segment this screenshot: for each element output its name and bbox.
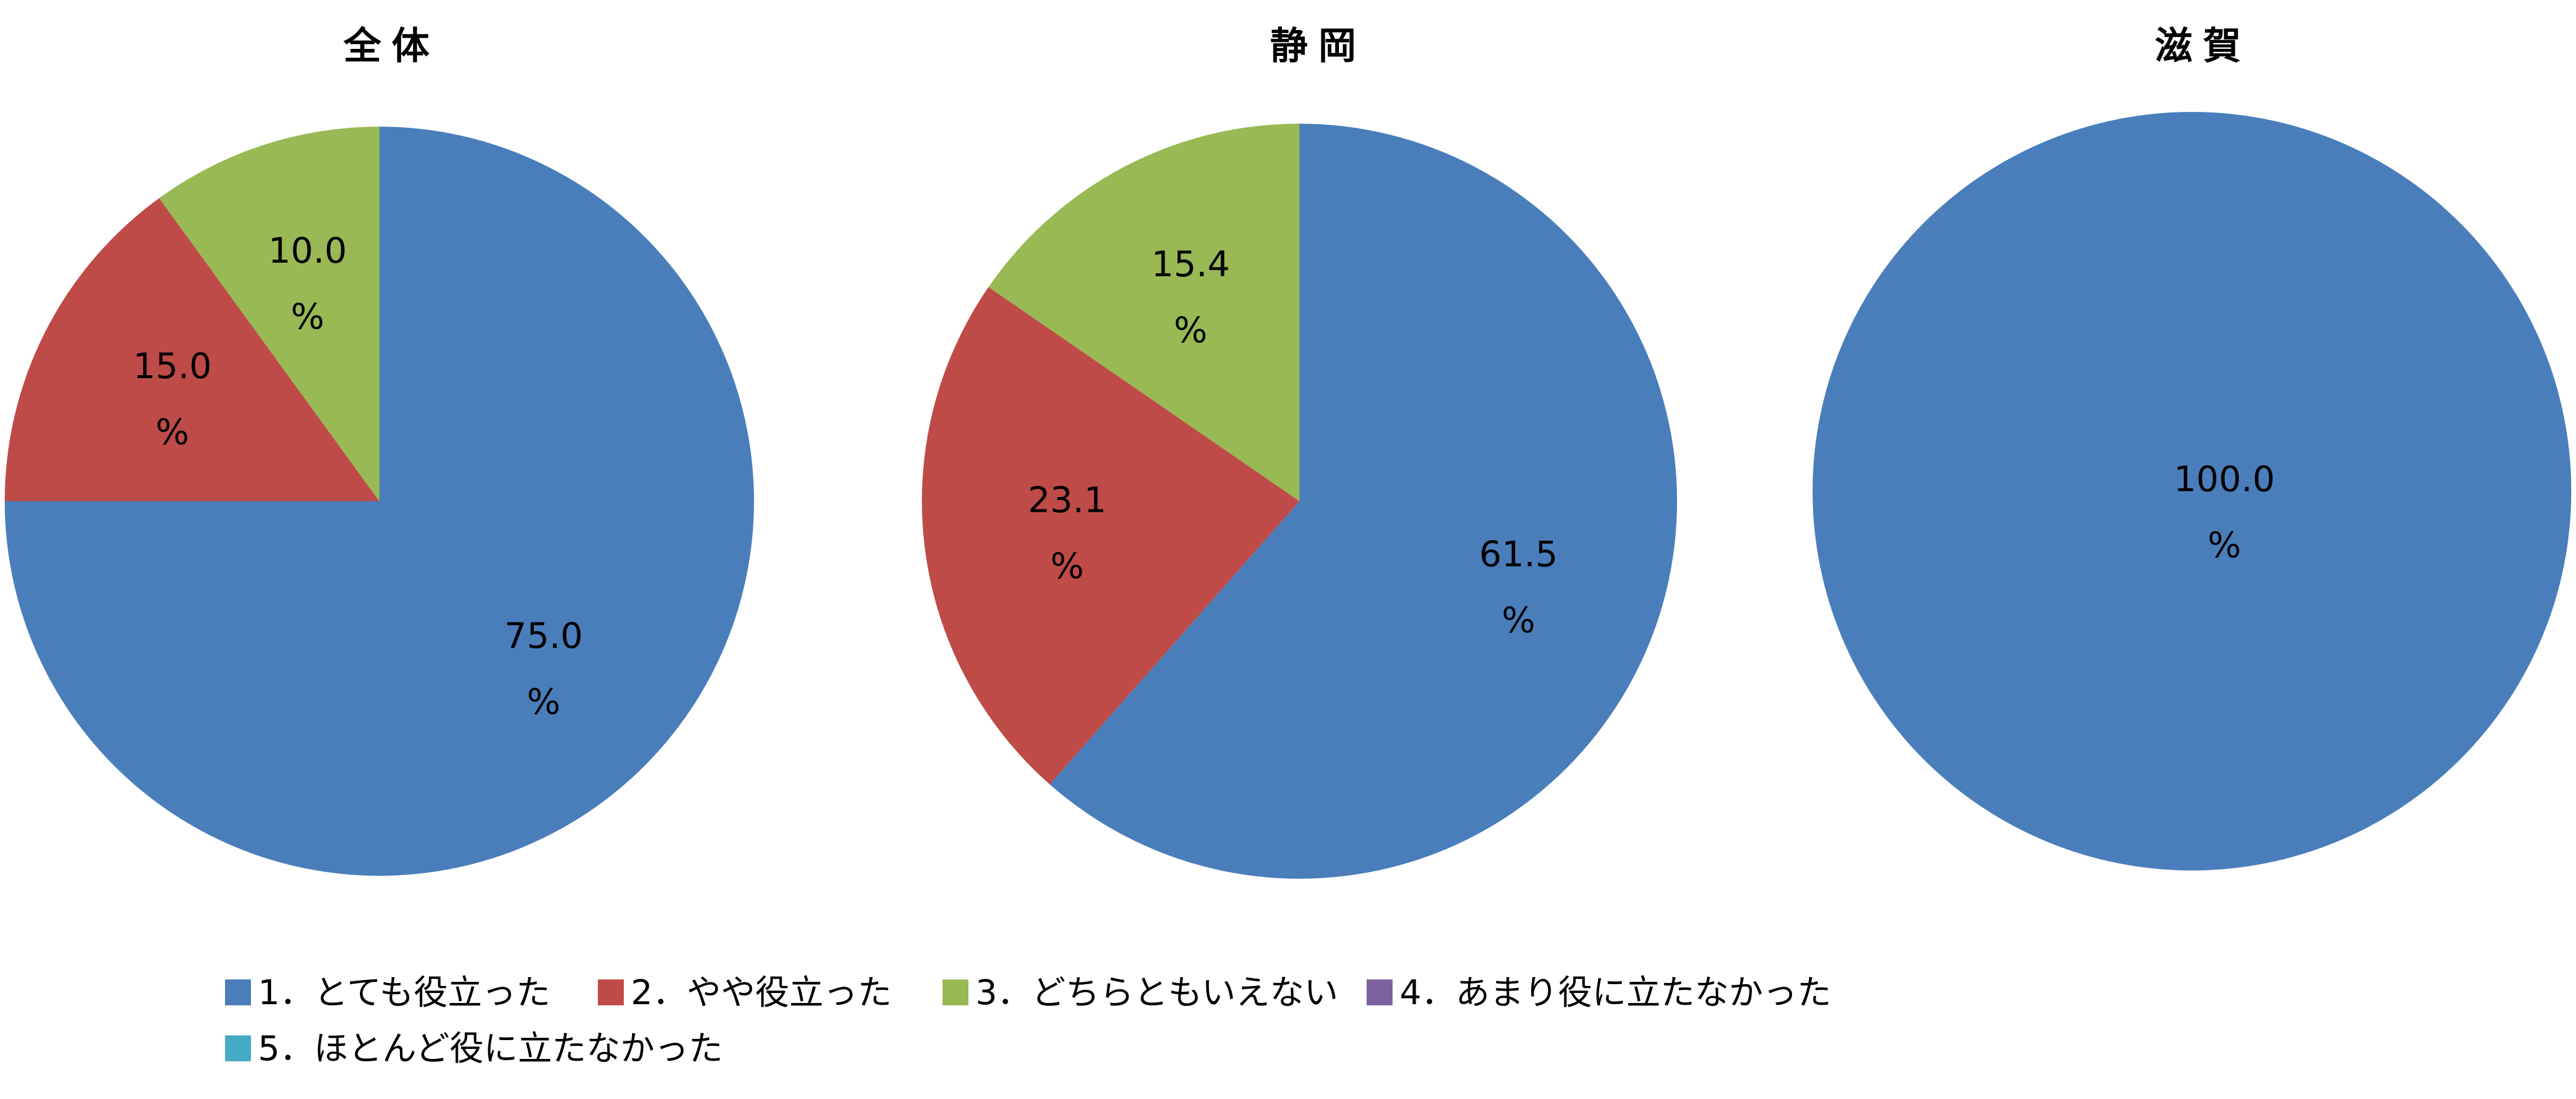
legend-label: 1．とても役立った [258,972,550,1012]
data-label: 23.1% [1028,480,1107,587]
pie-slice [5,198,379,501]
pie-slice [921,287,1299,784]
legend-swatch [943,979,968,1005]
pie-slice [1813,112,2571,870]
pie-slice [1050,124,1677,879]
legend-swatch [225,1035,251,1061]
legend-swatch [1367,979,1393,1005]
data-label: 15.4% [1151,244,1230,351]
data-label: 75.0% [504,615,583,723]
legend-swatch [225,979,251,1005]
data-label: 10.0% [268,230,347,337]
data-label: 15.0% [133,346,212,453]
chart-title: 全体 [343,25,440,68]
legend-swatch [598,979,624,1005]
chart-title: 静岡 [1270,25,1367,68]
pie-slice [159,127,379,501]
chart-title: 滋賀 [2155,25,2251,68]
data-label: 61.5% [1479,534,1558,641]
legend-label: 4．あまり役に立たなかった [1400,972,1831,1012]
pie-slice [988,124,1299,501]
data-label: 100.0% [2174,459,2275,566]
legend-label: 5．ほとんど役に立たなかった [258,1028,723,1068]
legend-label: 3．どちらともいえない [975,972,1338,1012]
legend-label: 2．やや役立った [631,972,892,1012]
